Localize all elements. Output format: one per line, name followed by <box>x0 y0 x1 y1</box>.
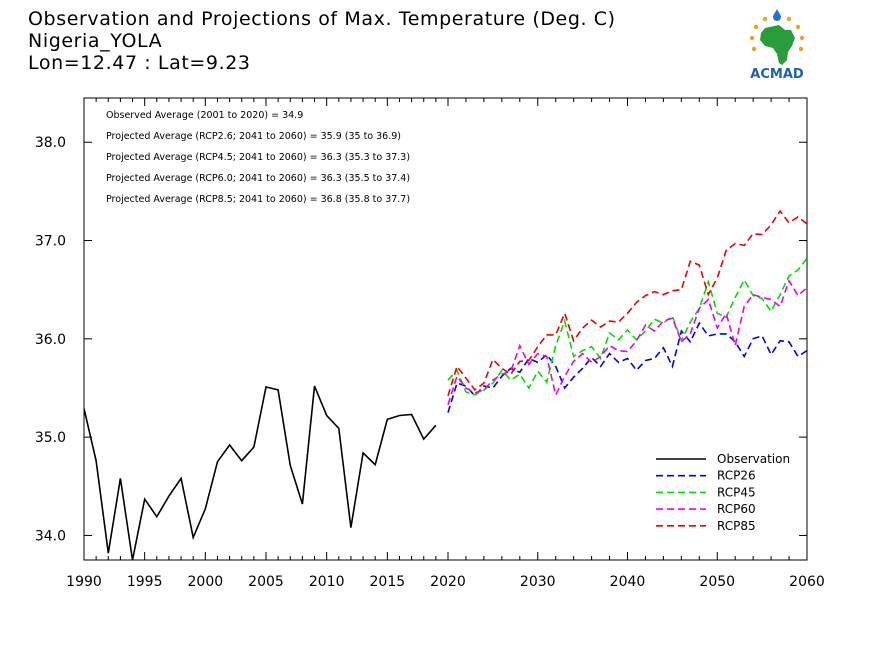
logo-text: ACMAD <box>750 67 804 82</box>
x-tick-label: 2050 <box>699 574 735 590</box>
x-tick-label: 2030 <box>520 574 556 590</box>
rcp26-average-text: Projected Average (RCP2.6; 2041 to 2060)… <box>106 131 401 142</box>
x-tick-label: 2005 <box>248 574 284 590</box>
y-tick-label: 38.0 <box>35 135 66 151</box>
legend-label-observation: Observation <box>717 452 790 466</box>
plot-frame <box>83 97 808 561</box>
axes: 34.0 35.0 36.0 37.0 38.0 1990 1995 2000 2005 2010… <box>35 97 825 590</box>
y-tick-label: 36.0 <box>35 332 66 348</box>
series-group <box>84 209 807 560</box>
legend-label-rcp45: RCP45 <box>717 485 756 499</box>
series-line-rcp60 <box>447 278 807 405</box>
station-coordinates: Lon=12.47 : Lat=9.23 <box>28 52 251 74</box>
x-tick-label: 2060 <box>789 574 825 590</box>
y-tick-label: 37.0 <box>35 234 66 250</box>
series-line-rcp85 <box>447 209 807 397</box>
averages-annotations: Observed Average (2001 to 2020) = 34.9 P… <box>106 110 410 205</box>
series-line-observation <box>84 385 437 560</box>
x-tick-label: 1995 <box>127 574 163 590</box>
rcp85-average-text: Projected Average (RCP8.5; 2041 to 2060)… <box>106 194 410 205</box>
x-tick-label: 1990 <box>66 574 102 590</box>
x-tick-label: 2040 <box>610 574 646 590</box>
observed-average-text: Observed Average (2001 to 2020) = 34.9 <box>106 110 303 121</box>
legend: Observation RCP26 RCP45 RCP60 RCP85 <box>656 452 790 533</box>
x-tick-label: 2000 <box>188 574 224 590</box>
x-tick-label: 2015 <box>370 574 406 590</box>
title-block: Observation and Projections of Max. Temp… <box>28 8 616 74</box>
y-tick-label: 35.0 <box>35 430 66 446</box>
acmad-logo: ACMAD <box>735 8 820 83</box>
logo-water-drop-icon <box>773 9 781 21</box>
y-tick-label: 34.0 <box>35 528 66 544</box>
rcp60-average-text: Projected Average (RCP6.0; 2041 to 2060)… <box>106 173 410 184</box>
series-line-rcp26 <box>447 321 807 413</box>
legend-label-rcp26: RCP26 <box>717 469 756 483</box>
x-tick-label: 2020 <box>430 574 466 590</box>
series-line-rcp45 <box>447 257 807 396</box>
logo-africa-icon <box>760 25 795 65</box>
station-name: Nigeria_YOLA <box>28 30 163 52</box>
x-tick-label: 2010 <box>309 574 345 590</box>
legend-label-rcp60: RCP60 <box>717 502 756 516</box>
chart-title: Observation and Projections of Max. Temp… <box>28 8 616 30</box>
africa-map-logo-icon: ACMAD <box>749 9 805 82</box>
rcp45-average-text: Projected Average (RCP4.5; 2041 to 2060)… <box>106 152 410 163</box>
legend-label-rcp85: RCP85 <box>717 519 756 533</box>
